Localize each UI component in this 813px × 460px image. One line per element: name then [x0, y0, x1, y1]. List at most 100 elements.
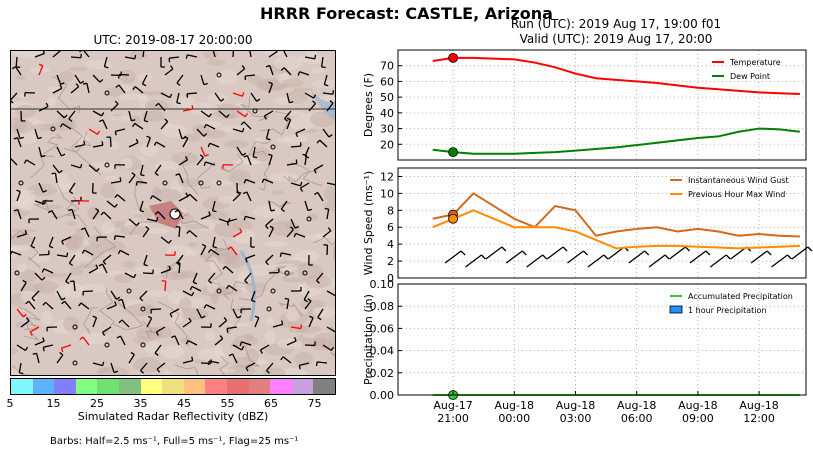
wind-barb-flag [312, 100, 316, 104]
main-title: HRRR Forecast: CASTLE, Arizona [260, 4, 553, 23]
wind-barb-flag [24, 346, 29, 351]
wind-barb-flag [176, 82, 181, 86]
colorbar-swatch [226, 379, 249, 394]
plot-frame [397, 167, 807, 279]
wind-barb [62, 123, 72, 130]
wind-barb [268, 155, 273, 166]
terrain-ridge [165, 257, 183, 279]
terrain-patch [19, 269, 38, 283]
wind-barb-flag [95, 207, 100, 212]
wind-barb-flag [118, 298, 123, 302]
legend-label: Instantaneous Wind Gust [688, 176, 789, 185]
terrain-patch [237, 272, 247, 285]
terrain-patch [77, 133, 89, 147]
wind-barb [254, 317, 260, 328]
wind-barb [74, 143, 85, 148]
wind-barb-flag [171, 335, 176, 339]
terrain-patch [211, 250, 234, 258]
wind-barb [290, 326, 301, 330]
wind-barb-flag [38, 63, 44, 67]
terrain-ridge [11, 230, 30, 240]
wind-barb [246, 191, 252, 202]
calm-wind-circle [216, 180, 222, 186]
wind-barb-flag [242, 152, 247, 156]
terrain-patch [97, 367, 111, 375]
wind-barb [178, 159, 188, 166]
wind-barb [322, 230, 332, 238]
wind-barb [30, 236, 36, 247]
colorbar-swatch [313, 379, 335, 394]
terrain-patch [135, 266, 163, 276]
wind-barb [92, 317, 98, 328]
wind-barb [246, 155, 252, 166]
wind-barb-flag [59, 123, 64, 128]
map-title: UTC: 2019-08-17 20:00:00 [93, 33, 253, 47]
terrain-patch [162, 370, 173, 375]
colorbar-swatch [205, 379, 227, 394]
wind-barb [106, 200, 116, 208]
wind-barb [232, 193, 241, 202]
wind-barb-flag [208, 211, 211, 216]
wind-barb-flag [766, 250, 772, 256]
run-line: Run (UTC): 2019 Aug 17, 19:00 f01 [510, 17, 722, 31]
calm-wind-circle [104, 342, 110, 348]
wind-barb [319, 139, 328, 148]
wind-barb-flag [226, 113, 230, 118]
wind-barb [16, 128, 21, 139]
wind-barb [88, 128, 98, 135]
wind-barb [791, 246, 809, 260]
wind-barb [244, 74, 256, 77]
terrain-patch [278, 110, 304, 116]
wind-barb-flag [313, 94, 317, 99]
wind-barb-flag [68, 208, 73, 212]
terrain-ridge [63, 131, 92, 153]
colorbar-swatch [270, 379, 292, 394]
terrain-patch [14, 104, 37, 118]
wind-barb [326, 182, 335, 186]
wind-barb [286, 92, 290, 103]
terrain-patch [77, 283, 107, 293]
wind-barb-flag [207, 249, 212, 254]
wind-barb [209, 142, 220, 148]
wind-barb-flag [60, 82, 65, 85]
wind-barb-flag [222, 265, 227, 270]
wind-barb [109, 136, 112, 148]
wind-barb-flag [191, 356, 194, 361]
terrain-patch [63, 118, 76, 127]
wind-barb-flag [220, 98, 225, 102]
wind-barb [174, 335, 180, 346]
y-tick-label: 8 [387, 204, 394, 217]
wind-barb-flag [100, 211, 105, 216]
wind-barb [218, 110, 228, 118]
wind-barb [241, 341, 252, 346]
wind-barb-flag [237, 315, 242, 319]
wind-barb-flag [208, 113, 212, 118]
wind-barb-flag [102, 260, 107, 265]
wind-barb [16, 191, 21, 202]
wind-barb [709, 254, 727, 268]
colorbar-tick-label: 55 [220, 397, 235, 410]
terrain-patch [105, 176, 118, 181]
terrain-patch [188, 241, 197, 248]
wind-barb-flag [83, 140, 86, 145]
wind-barb-flag [299, 181, 303, 187]
wind-barb-flag [42, 301, 47, 306]
wind-barb [212, 51, 216, 58]
colorbar-swatch [118, 379, 141, 394]
wind-barb [134, 86, 144, 94]
terrain-patch [11, 347, 19, 355]
wind-barb [320, 56, 324, 67]
terrain-patch [11, 233, 33, 246]
plot-area [398, 168, 806, 278]
wind-barb [116, 194, 126, 202]
wind-barb [218, 218, 229, 223]
wind-barb [648, 254, 666, 268]
wind-barb-flag [254, 315, 260, 319]
wind-barb [176, 92, 180, 103]
wind-barb-flag [329, 100, 334, 104]
colorbar-swatch [183, 379, 206, 394]
terrain-patch [15, 75, 26, 80]
terrain-patch [287, 89, 308, 105]
chart-panel: 0.00 0.02 0.04 0.06 0.08 0.10 Precipitation (i… [362, 278, 807, 402]
wind-barb [119, 335, 126, 346]
